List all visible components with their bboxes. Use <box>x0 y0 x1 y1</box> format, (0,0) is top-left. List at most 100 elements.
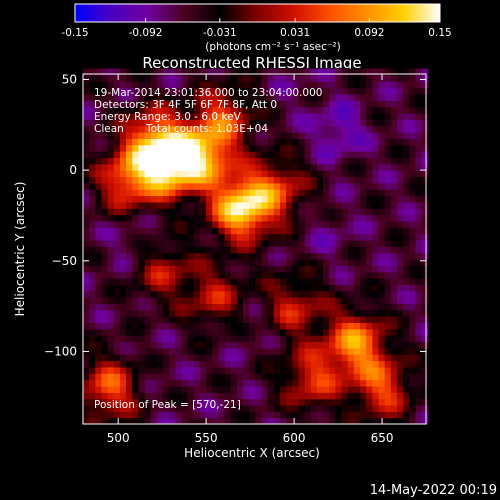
heatmap-cell <box>83 170 90 178</box>
heatmap-cell <box>261 163 269 171</box>
heatmap-cell <box>243 170 250 178</box>
heatmap-cell <box>273 68 281 76</box>
heatmap-cell <box>243 297 250 305</box>
x-tick-label: 600 <box>283 431 306 445</box>
heatmap-cell <box>372 106 380 114</box>
heatmap-cell <box>273 411 281 419</box>
heatmap-cell <box>286 163 293 171</box>
heatmap-cell <box>323 195 330 203</box>
heatmap-cell <box>255 195 263 203</box>
heatmap-cell <box>286 220 293 228</box>
heatmap-cell <box>199 398 207 406</box>
heatmap-cell <box>224 303 232 311</box>
heatmap-cell <box>323 265 330 273</box>
heatmap-cell <box>304 354 312 362</box>
heatmap-cell <box>316 151 324 159</box>
heatmap-cell <box>323 112 330 120</box>
heatmap-cell <box>360 208 367 216</box>
heatmap-cell <box>292 385 300 393</box>
heatmap-cell <box>95 404 103 412</box>
heatmap-cell <box>101 81 109 89</box>
heatmap-cell <box>83 81 90 89</box>
heatmap-cell <box>341 68 349 76</box>
heatmap-cell <box>304 309 312 317</box>
heatmap-cell <box>298 132 306 139</box>
heatmap-cell <box>230 189 238 197</box>
heatmap-cell <box>267 360 275 368</box>
heatmap-cell <box>335 93 343 101</box>
heatmap-cell <box>138 341 146 349</box>
heatmap-cell <box>230 385 238 393</box>
heatmap-cell <box>193 125 201 133</box>
heatmap-cell <box>378 233 386 241</box>
heatmap-cell <box>261 271 269 279</box>
heatmap-cell <box>230 328 238 336</box>
heatmap-cell <box>181 303 189 311</box>
heatmap-cell <box>193 119 201 127</box>
heatmap-cell <box>169 233 176 241</box>
heatmap-cell <box>175 303 183 311</box>
heatmap-cell <box>212 100 220 108</box>
heatmap-cell <box>175 392 183 400</box>
heatmap-cell <box>150 252 158 260</box>
heatmap-cell <box>255 112 263 120</box>
heatmap-cell <box>323 208 330 216</box>
heatmap-cell <box>144 297 152 305</box>
heatmap-cell <box>138 227 146 235</box>
heatmap-cell <box>206 303 213 311</box>
heatmap-cell <box>138 214 146 222</box>
heatmap-cell <box>316 379 324 387</box>
heatmap-cell <box>403 252 410 260</box>
heatmap-cell <box>230 265 238 273</box>
heatmap-cell <box>353 322 361 330</box>
heatmap-cell <box>193 417 201 425</box>
heatmap-cell <box>267 290 275 298</box>
heatmap-cell <box>415 411 423 419</box>
heatmap-cell <box>409 341 417 349</box>
heatmap-cell <box>113 227 121 235</box>
heatmap-cell <box>169 297 176 305</box>
heatmap-cell <box>187 163 195 171</box>
time-range-annotation: 19-Mar-2014 23:01:36.000 to 23:04:00.000 <box>94 87 322 99</box>
heatmap-cell <box>95 214 103 222</box>
heatmap-cell <box>396 151 404 159</box>
heatmap-cell <box>89 258 96 266</box>
heatmap-cell <box>144 328 152 336</box>
heatmap-cell <box>230 176 238 184</box>
heatmap-cell <box>175 189 183 197</box>
heatmap-cell <box>163 265 170 273</box>
heatmap-cell <box>335 100 343 108</box>
heatmap-cell <box>341 170 349 178</box>
heatmap-cell <box>126 404 133 412</box>
heatmap-cell <box>181 132 189 139</box>
heatmap-cell <box>298 417 306 425</box>
heatmap-cell <box>230 379 238 387</box>
heatmap-cell <box>206 341 213 349</box>
heatmap-cell <box>267 220 275 228</box>
heatmap-cell <box>329 258 337 266</box>
heatmap-cell <box>187 201 195 209</box>
heatmap-cell <box>304 265 312 273</box>
heatmap-cell <box>126 335 133 343</box>
heatmap-cell <box>360 125 367 133</box>
heatmap-cell <box>212 214 220 222</box>
heatmap-cell <box>144 373 152 381</box>
heatmap-cell <box>236 366 244 374</box>
x-axis-label: Heliocentric X (arcsec) <box>184 446 320 460</box>
heatmap-cell <box>396 239 404 247</box>
heatmap-cell <box>95 366 103 374</box>
heatmap-cell <box>187 87 195 95</box>
heatmap-cell <box>218 68 226 76</box>
heatmap-cell <box>267 347 275 355</box>
heatmap-cell <box>273 271 281 279</box>
heatmap-cell <box>409 119 417 127</box>
heatmap-cell <box>255 271 263 279</box>
heatmap-cell <box>218 170 226 178</box>
heatmap-cell <box>372 417 380 425</box>
heatmap-cell <box>126 297 133 305</box>
heatmap-cell <box>206 265 213 273</box>
heatmap-cell <box>187 68 195 76</box>
heatmap-cell <box>267 303 275 311</box>
heatmap-cell <box>255 347 263 355</box>
heatmap-cell <box>163 132 170 139</box>
